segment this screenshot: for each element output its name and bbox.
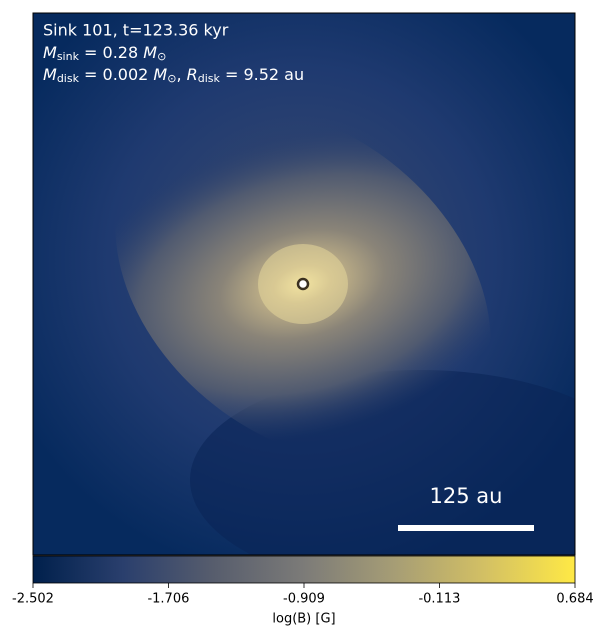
annotation-part: ,	[176, 65, 186, 84]
scale-bar-label: 125 au	[430, 484, 503, 508]
field-image	[33, 13, 575, 555]
colorbar-tick-label: -1.706	[147, 592, 189, 607]
plot-frame	[32, 12, 576, 556]
annotation-part: disk	[57, 72, 80, 85]
colorbar	[32, 555, 576, 584]
colorbar-label: log(B) [G]	[272, 612, 335, 627]
annotation-part: M	[43, 43, 57, 62]
annotation-part: R	[187, 65, 198, 84]
colorbar-tick-label: -2.502	[12, 592, 54, 607]
annotation-line: Sink 101, t=123.36 kyr	[43, 21, 229, 40]
annotation-part: M	[43, 65, 57, 84]
annotation-part: = 0.28	[79, 43, 143, 62]
annotation-part: ⊙	[167, 72, 176, 85]
annotation-part: = 0.002	[79, 65, 153, 84]
annotation-part: = 9.52 au	[220, 65, 304, 84]
annotation-line: Msink = 0.28 M⊙	[43, 43, 166, 64]
annotation-line: Mdisk = 0.002 M⊙, Rdisk = 9.52 au	[43, 65, 304, 86]
colorbar-tick-label: -0.909	[283, 592, 325, 607]
annotation-part: sink	[57, 50, 80, 63]
colorbar-tick-label: -0.113	[418, 592, 460, 607]
annotation-part: M	[143, 43, 157, 62]
sink-marker	[296, 277, 310, 291]
annotation-part: ⊙	[157, 50, 166, 63]
annotation-part: M	[153, 65, 167, 84]
annotation-part: disk	[198, 72, 221, 85]
colorbar-tick-label: 0.684	[556, 592, 593, 607]
